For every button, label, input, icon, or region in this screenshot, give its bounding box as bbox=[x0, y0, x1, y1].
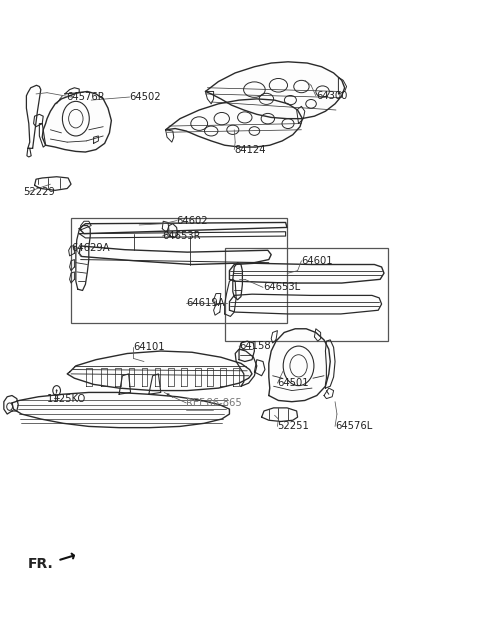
Text: 64576L: 64576L bbox=[335, 421, 372, 431]
Polygon shape bbox=[67, 351, 252, 391]
Polygon shape bbox=[269, 329, 330, 402]
Polygon shape bbox=[12, 392, 229, 428]
Polygon shape bbox=[35, 177, 71, 190]
Polygon shape bbox=[229, 294, 382, 314]
Text: 52251: 52251 bbox=[277, 421, 309, 431]
Polygon shape bbox=[42, 91, 111, 152]
Polygon shape bbox=[325, 340, 335, 388]
Text: 64653R: 64653R bbox=[162, 231, 201, 241]
Polygon shape bbox=[235, 349, 257, 386]
Text: 64602: 64602 bbox=[177, 216, 208, 226]
Text: 1125KO: 1125KO bbox=[47, 394, 86, 404]
Text: 52229: 52229 bbox=[23, 187, 55, 197]
Text: FR.: FR. bbox=[28, 557, 54, 570]
Polygon shape bbox=[79, 246, 271, 265]
Text: 64101: 64101 bbox=[133, 342, 165, 352]
Text: 64619A: 64619A bbox=[186, 298, 225, 308]
Polygon shape bbox=[119, 374, 131, 394]
Polygon shape bbox=[205, 62, 345, 119]
Text: 84124: 84124 bbox=[234, 145, 266, 154]
Polygon shape bbox=[26, 85, 41, 148]
Bar bbox=[225, 248, 388, 341]
Polygon shape bbox=[225, 279, 236, 316]
Polygon shape bbox=[229, 263, 384, 283]
Text: 64501: 64501 bbox=[277, 378, 309, 388]
Text: 64601: 64601 bbox=[301, 256, 333, 266]
Polygon shape bbox=[262, 408, 298, 421]
Polygon shape bbox=[4, 396, 18, 414]
Polygon shape bbox=[233, 263, 242, 300]
Text: 64576R: 64576R bbox=[66, 92, 105, 102]
Polygon shape bbox=[79, 222, 287, 234]
Polygon shape bbox=[239, 341, 254, 362]
Text: 64629A: 64629A bbox=[71, 243, 109, 253]
Text: 64653L: 64653L bbox=[263, 282, 300, 292]
Text: REF.86-865: REF.86-865 bbox=[186, 398, 242, 408]
Polygon shape bbox=[76, 226, 90, 290]
Text: 64502: 64502 bbox=[130, 92, 161, 102]
Bar bbox=[71, 218, 287, 323]
Polygon shape bbox=[166, 99, 302, 147]
Text: 64158: 64158 bbox=[239, 341, 271, 351]
Text: 64300: 64300 bbox=[316, 91, 347, 101]
Polygon shape bbox=[167, 224, 178, 238]
